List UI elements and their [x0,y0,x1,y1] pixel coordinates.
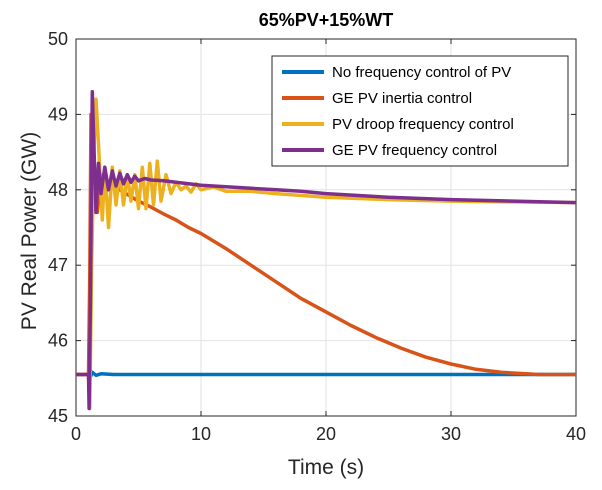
series-group [76,90,576,411]
legend-box [271,55,569,167]
chart-title: 65%PV+15%WT [259,10,394,30]
y-tick-label: 49 [48,104,68,124]
x-tick-label: 0 [71,424,81,444]
y-tick-label: 45 [48,406,68,426]
legend-label: GE PV inertia control [332,90,472,107]
y-tick-label: 50 [48,29,68,49]
chart-legend: No frequency control of PV GE PV inertia … [271,55,569,167]
x-tick-label: 30 [441,424,461,444]
x-tick-label: 40 [566,424,586,444]
series-line-4 [76,90,576,411]
y-tick-label: 47 [48,255,68,275]
y-tick-label: 46 [48,331,68,351]
x-tick-label: 10 [191,424,211,444]
y-axis-label: PV Real Power (GW) [18,132,41,330]
legend-label: GE PV frequency control [332,142,497,159]
y-tick-label: 48 [48,180,68,200]
x-tick-label: 20 [316,424,336,444]
legend-label: PV droop frequency control [332,116,514,133]
x-axis-label: Time (s) [288,456,364,479]
legend-label: No frequency control of PV [332,64,511,81]
